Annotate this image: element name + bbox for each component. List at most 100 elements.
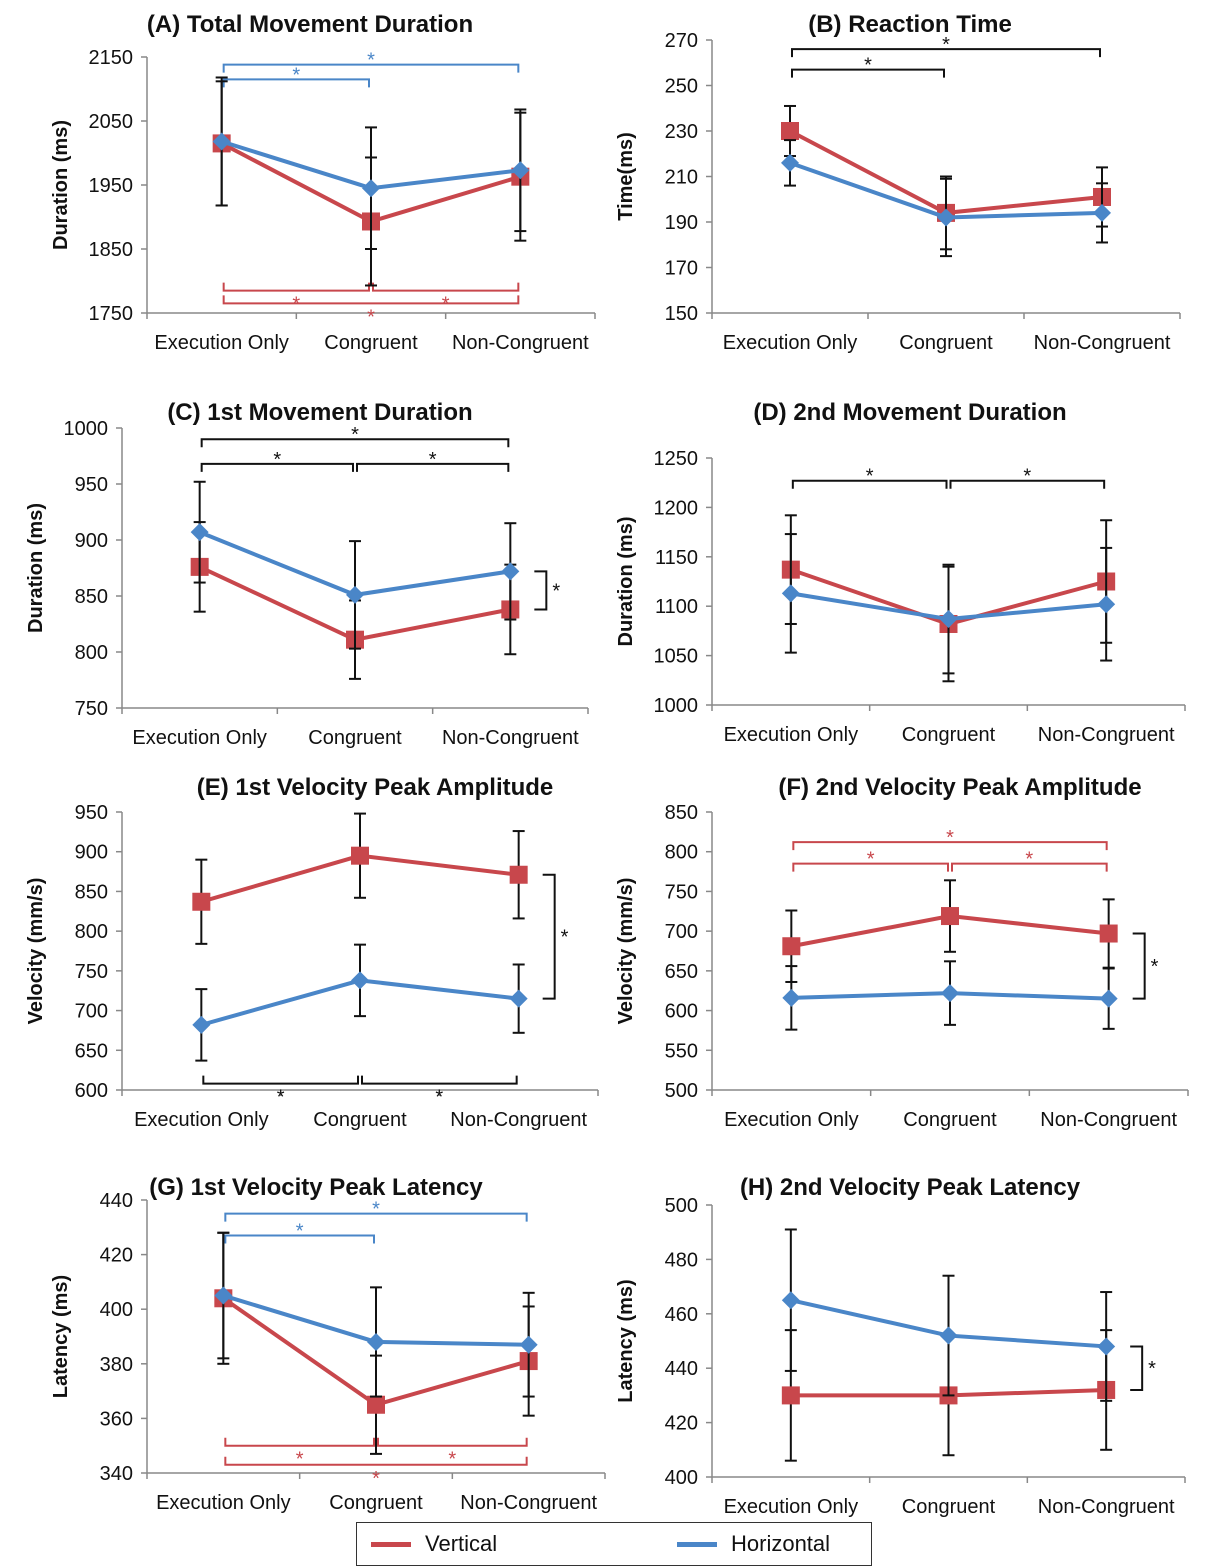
y-tick-label: 950 [75,474,108,496]
data-point-diamond [192,1015,211,1034]
significance-star: * [1023,466,1031,488]
data-point-diamond [781,1291,800,1310]
data-point-diamond [1093,203,1111,222]
significance-bracket [222,295,520,305]
y-tick-label: 750 [75,698,108,720]
significance-star: * [372,1468,380,1490]
significance-star: * [442,294,450,316]
y-tick-label: 460 [665,1304,698,1326]
significance-star: * [372,1199,380,1221]
significance-bracket [224,1456,528,1466]
x-tick-label: Execution Only [724,1496,859,1518]
series-horizontal [781,533,1116,675]
panel-f: (F) 2nd Velocity Peak Amplitude 500 550 600… [615,774,1189,1131]
significance-star: * [866,466,874,488]
y-tick-label: 400 [665,1467,698,1489]
data-point-diamond [1099,989,1118,1008]
y-tick-label: 1050 [654,646,699,668]
significance-bracket [791,48,1101,58]
x-tick-label: Non-Congruent [452,332,589,354]
y-tick-label: 950 [75,802,108,824]
panel-title: (D) 2nd Movement Duration [753,399,1066,426]
panel-g: (G) 1st Velocity Peak Latency 340 360 380 40… [50,1174,606,1514]
series-horizontal [192,943,528,1062]
panel-title: (A) Total Movement Duration [147,11,473,38]
y-tick-label: 170 [665,258,698,280]
significance-star: * [435,1087,443,1109]
y-axis-label: Latency (ms) [50,1275,72,1398]
y-tick-label: 190 [665,212,698,234]
figure-canvas: (A) Total Movement Duration 1750 1850 1950 2… [25,11,1189,1518]
significance-star: * [351,424,359,446]
y-tick-label: 700 [665,921,698,943]
x-tick-label: Congruent [329,1492,423,1514]
significance-star: * [448,1449,456,1471]
panel-d: (D) 2nd Movement Duration 1000 1050 1100 115… [615,399,1186,746]
significance-star: * [292,294,300,316]
y-tick-label: 850 [665,802,698,824]
y-tick-label: 150 [665,303,698,325]
x-tick-label: Non-Congruent [1038,1496,1175,1518]
side-significance-bracket [534,570,548,611]
panel-e: (E) 1st Velocity Peak Amplitude 600 650 700… [25,774,599,1131]
y-tick-label: 420 [100,1245,133,1267]
data-point-diamond [214,1286,233,1305]
significance-bracket [224,1437,375,1447]
y-axis-label: Velocity (mm/s) [25,878,47,1025]
significance-star: * [429,449,437,471]
significance-star: * [277,1087,285,1109]
panel-b: (B) Reaction Time 150 170 190 210 230 250 270 Ex… [615,11,1181,354]
series-horizontal [214,1231,538,1398]
series-horizontal [190,480,520,650]
significance-star: * [864,55,872,77]
data-point-diamond [941,984,959,1003]
significance-bracket [224,1234,375,1244]
panel-c: (C) 1st Movement Duration 750 800 850 900 950… [25,399,589,749]
y-tick-label: 800 [665,842,698,864]
data-point-square [192,892,211,911]
x-tick-label: Execution Only [154,332,289,354]
y-tick-label: 850 [75,586,108,608]
y-axis-label: Duration (ms) [25,503,47,633]
significance-bracket [222,282,370,292]
significance-star: * [296,1220,304,1242]
y-tick-label: 750 [75,961,108,983]
x-tick-label: Congruent [313,1109,407,1131]
chart-legend: Vertical Horizontal [356,1522,872,1566]
y-tick-label: 440 [100,1190,133,1212]
data-point-diamond [781,584,800,603]
significance-star: * [942,34,950,56]
series-horizontal [781,1228,1116,1402]
significance-bracket [202,1075,359,1085]
significance-bracket [200,438,510,448]
significance-star: * [273,449,281,471]
series-vertical [192,812,528,945]
side-significance-star: * [561,927,569,949]
x-tick-label: Congruent [902,1496,996,1518]
x-tick-label: Congruent [324,332,418,354]
significance-bracket [377,1437,528,1447]
legend-item-vertical: Vertical [371,1531,497,1557]
data-point-square [367,1395,385,1414]
significance-bracket [791,68,945,78]
data-point-square [781,1386,800,1405]
y-tick-label: 480 [665,1249,698,1271]
significance-bracket [222,78,370,88]
y-tick-label: 340 [100,1463,133,1485]
panel-title: (H) 2nd Velocity Peak Latency [740,1174,1081,1201]
data-point-diamond [501,562,520,581]
x-tick-label: Execution Only [723,332,858,354]
panel-title: (B) Reaction Time [808,11,1012,38]
significance-star: * [367,50,375,72]
significance-star: * [1025,849,1033,871]
x-tick-label: Non-Congruent [442,727,579,749]
y-tick-label: 1950 [89,175,134,197]
panel-a: (A) Total Movement Duration 1750 1850 1950 2… [50,11,596,354]
data-point-diamond [212,132,231,151]
series-horizontal [212,76,530,250]
y-tick-label: 1200 [654,497,699,519]
y-tick-label: 800 [75,642,108,664]
data-point-square [781,122,799,140]
panel-h: (H) 2nd Velocity Peak Latency 400 420 440 46… [615,1174,1186,1518]
significance-bracket [356,462,510,472]
